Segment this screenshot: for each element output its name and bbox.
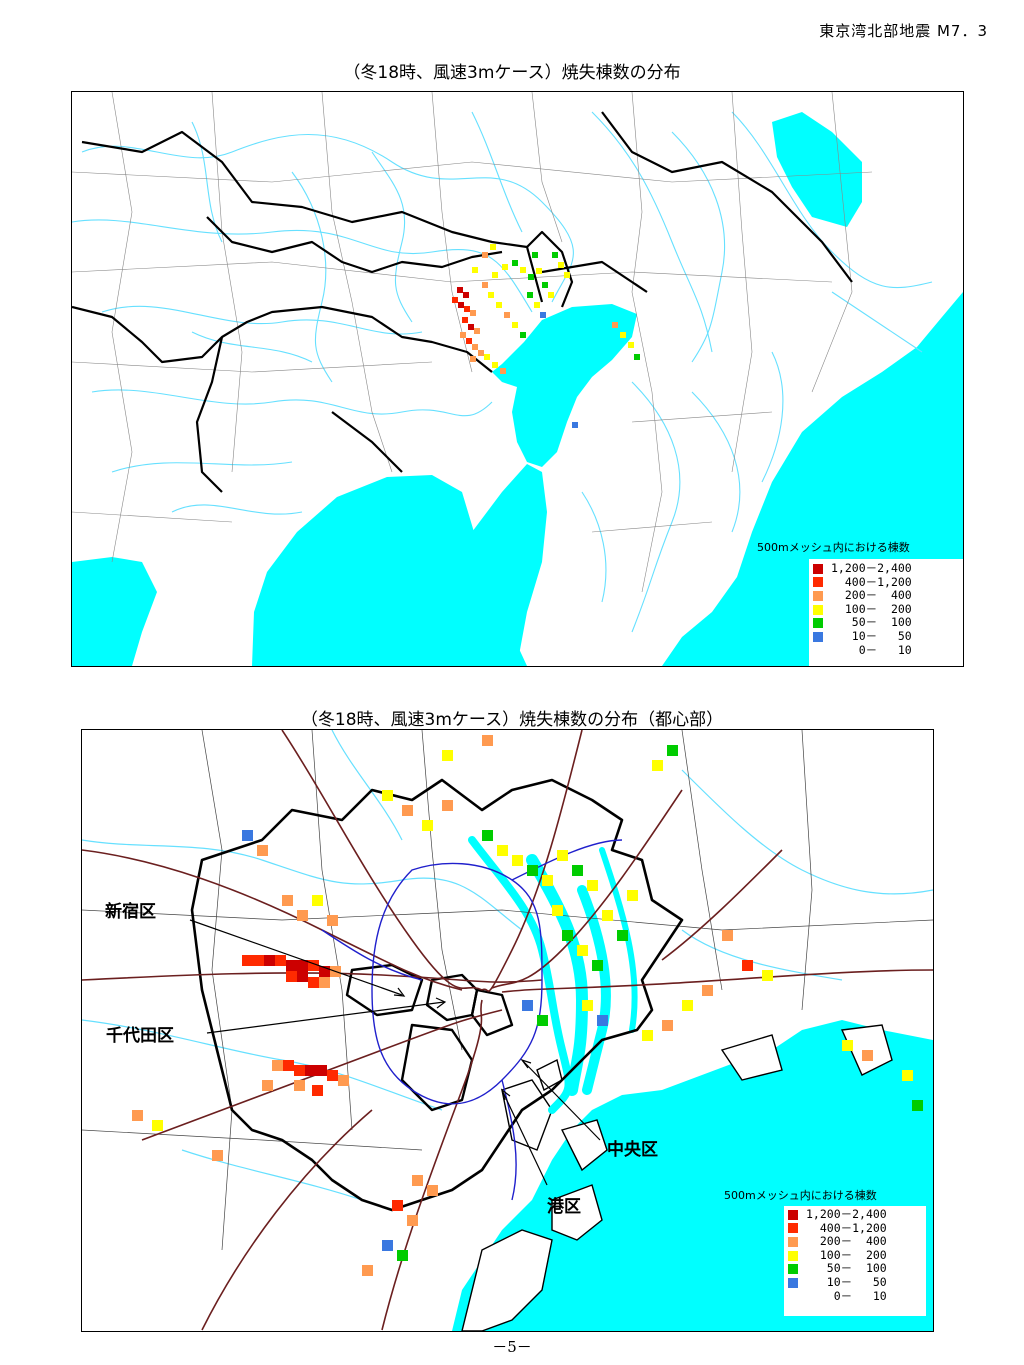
minato-ward [400,1023,474,1112]
chuo-ward [470,988,514,1037]
rail-lines [321,839,623,1201]
legend-swatch [788,1236,798,1247]
map1-title: （冬18時、風速3mケース）焼失棟数の分布 [343,63,681,83]
legend-swatch [813,590,823,601]
map2-legend: 1,200－2,400 400－1,200 200－ 400 100－ 200 … [784,1206,926,1316]
legend-row: 10－ 50 [784,1274,926,1290]
legend-range: 100－ 200 [831,601,912,616]
prefecture-boundaries [72,111,853,493]
municipal-boundaries [72,92,873,593]
legend-row: 100－ 200 [809,601,963,617]
legend-range: 200－ 400 [831,588,912,603]
legend-swatch [813,645,823,656]
legend-range: 10－ 50 [831,628,912,643]
legend-row: 1,200－2,400 [809,561,963,576]
map2-legend-title: 500mメッシュ内における棟数 [724,1189,877,1202]
legend-range: 200－ 400 [806,1234,887,1249]
legend-row: 0－ 10 [809,642,963,658]
legend-range: 50－ 100 [831,615,912,630]
legend-range: 400－1,200 [806,1220,887,1235]
fire-mesh-cells [132,735,923,1276]
legend-swatch [788,1291,798,1302]
legend-swatch [788,1223,798,1234]
label-minato: 港区 [547,1197,581,1217]
leader-lines [189,919,601,1186]
legend-row: 1,200－2,400 [784,1207,926,1222]
legend-swatch [813,631,823,642]
legend-range: 10－ 50 [806,1274,887,1289]
major-roads [82,730,933,1331]
legend-range: 400－1,200 [831,574,912,589]
legend-swatch [788,1250,798,1261]
kasumigaura [772,112,862,227]
legend-range: 100－ 200 [806,1247,887,1262]
legend-swatch [788,1277,798,1288]
map2-title: （冬18時、風速3mケース）焼失棟数の分布（都心部） [300,710,724,730]
legend-row: 200－ 400 [809,589,963,603]
map1-legend-title: 500mメッシュ内における棟数 [757,541,910,554]
map1-legend: 1,200－2,400 400－1,200 200－ 400 100－ 200 … [809,559,963,666]
minor-rivers [82,730,933,1201]
label-chiyoda: 千代田区 [106,1026,174,1046]
legend-row: 200－ 400 [784,1235,926,1249]
legend-row: 0－ 10 [784,1288,926,1304]
legend-swatch [813,563,823,574]
legend-range: 1,200－2,400 [831,561,912,575]
ward-boundaries [82,730,933,1251]
legend-row: 100－ 200 [784,1247,926,1263]
legend-swatch [788,1209,798,1220]
fire-mesh-cells [452,244,640,428]
legend-swatch [813,577,823,588]
legend-range: 0－ 10 [831,642,912,657]
legend-range: 50－ 100 [806,1261,887,1276]
landfill-islands [461,1024,893,1331]
map1-frame[interactable]: 500mメッシュ内における棟数 1,200－2,400 400－1,200 20… [71,91,964,667]
legend-row: 10－ 50 [809,628,963,644]
legend-swatch [813,604,823,615]
tokyo-bay [492,304,637,467]
legend-swatch [813,618,823,629]
legend-swatch [788,1264,798,1275]
label-shinjuku: 新宿区 [105,902,156,922]
legend-row: 50－ 100 [809,616,963,630]
event-label: 東京湾北部地震 M7．3 [819,22,988,40]
legend-range: 1,200－2,400 [806,1207,887,1221]
ward-area-boundary [190,778,684,1212]
legend-row: 50－ 100 [784,1262,926,1276]
label-chuo: 中央区 [607,1140,658,1160]
legend-row: 400－1,200 [809,574,963,590]
legend-range: 0－ 10 [806,1288,887,1303]
sagami-bay [252,475,527,666]
uraga-channel [472,464,547,666]
map2-frame[interactable]: 新宿区 千代田区 中央区 港区 500mメッシュ内における棟数 1,200－2,… [81,729,934,1332]
page-number: －5－ [492,1338,532,1356]
izu-sea [72,557,157,666]
legend-row: 400－1,200 [784,1220,926,1236]
